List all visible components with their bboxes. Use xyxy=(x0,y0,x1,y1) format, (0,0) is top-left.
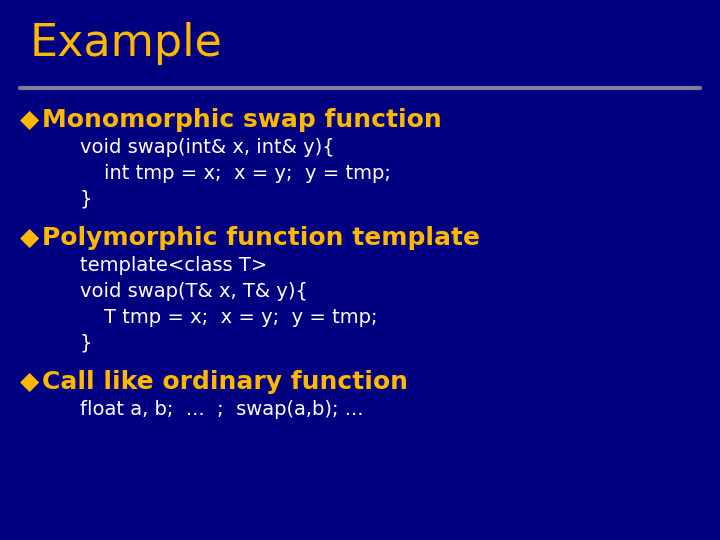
Text: }: } xyxy=(80,190,92,209)
Text: int tmp = x;  x = y;  y = tmp;: int tmp = x; x = y; y = tmp; xyxy=(104,164,391,183)
Text: }: } xyxy=(80,334,92,353)
Text: template<class T>: template<class T> xyxy=(80,256,267,275)
Text: void swap(T& x, T& y){: void swap(T& x, T& y){ xyxy=(80,282,308,301)
Text: void swap(int& x, int& y){: void swap(int& x, int& y){ xyxy=(80,138,335,157)
Text: Polymorphic function template: Polymorphic function template xyxy=(42,226,480,250)
Text: ◆: ◆ xyxy=(20,226,40,250)
Text: ◆: ◆ xyxy=(20,370,40,394)
Text: T tmp = x;  x = y;  y = tmp;: T tmp = x; x = y; y = tmp; xyxy=(104,308,377,327)
Text: ◆: ◆ xyxy=(20,108,40,132)
Text: Call like ordinary function: Call like ordinary function xyxy=(42,370,408,394)
Text: float a, b;  ...  ;  swap(a,b); ...: float a, b; ... ; swap(a,b); ... xyxy=(80,400,364,419)
Text: Example: Example xyxy=(30,22,223,65)
Text: Monomorphic swap function: Monomorphic swap function xyxy=(42,108,442,132)
